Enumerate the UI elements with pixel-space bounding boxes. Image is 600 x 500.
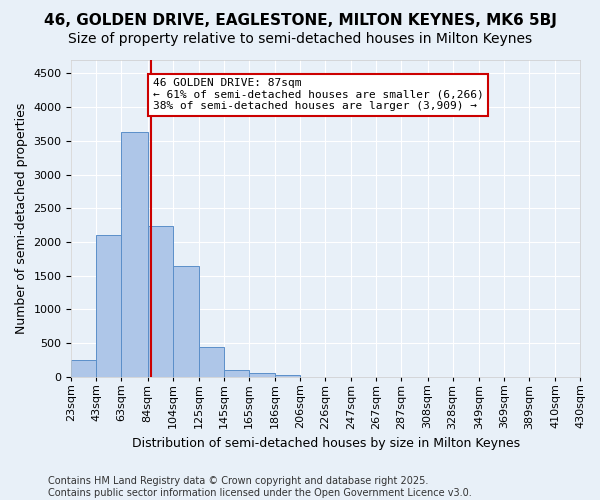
Bar bbox=[97, 235, 121, 376]
Bar bbox=[71, 360, 97, 376]
Bar bbox=[148, 226, 173, 376]
Text: 46, GOLDEN DRIVE, EAGLESTONE, MILTON KEYNES, MK6 5BJ: 46, GOLDEN DRIVE, EAGLESTONE, MILTON KEY… bbox=[44, 12, 556, 28]
Y-axis label: Number of semi-detached properties: Number of semi-detached properties bbox=[15, 102, 28, 334]
Text: Contains HM Land Registry data © Crown copyright and database right 2025.
Contai: Contains HM Land Registry data © Crown c… bbox=[48, 476, 472, 498]
Bar bbox=[224, 370, 249, 376]
Text: Size of property relative to semi-detached houses in Milton Keynes: Size of property relative to semi-detach… bbox=[68, 32, 532, 46]
Bar bbox=[249, 373, 275, 376]
Bar bbox=[275, 375, 300, 376]
Text: 46 GOLDEN DRIVE: 87sqm
← 61% of semi-detached houses are smaller (6,266)
38% of : 46 GOLDEN DRIVE: 87sqm ← 61% of semi-det… bbox=[152, 78, 484, 112]
Bar bbox=[173, 266, 199, 376]
Bar bbox=[121, 132, 148, 376]
X-axis label: Distribution of semi-detached houses by size in Milton Keynes: Distribution of semi-detached houses by … bbox=[131, 437, 520, 450]
Bar bbox=[199, 347, 224, 376]
